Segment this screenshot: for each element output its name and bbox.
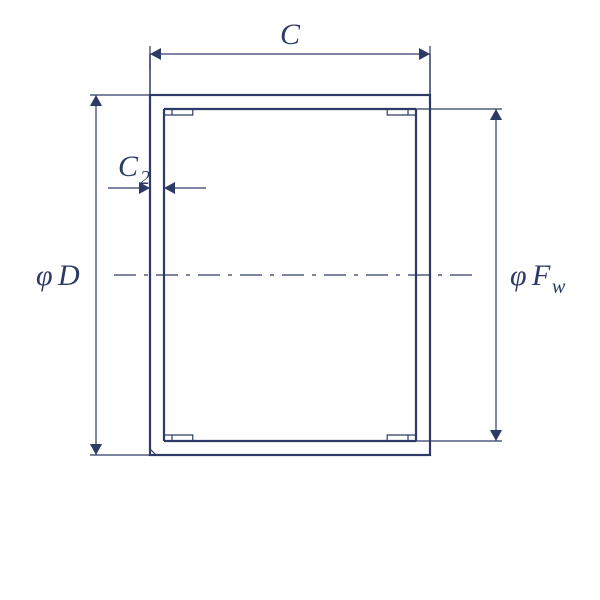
label-phi-fw-phi: φ [510,259,527,292]
label-phi-d-phi: φ [36,259,53,292]
label-phi-fw-f: F [531,259,551,292]
label-c2-sub: 2 [140,167,150,189]
label-phi-d-d: D [57,259,80,292]
label-c2-main: C [118,150,139,183]
label-phi-fw-w: w [552,276,566,298]
label-c: C [280,18,301,51]
